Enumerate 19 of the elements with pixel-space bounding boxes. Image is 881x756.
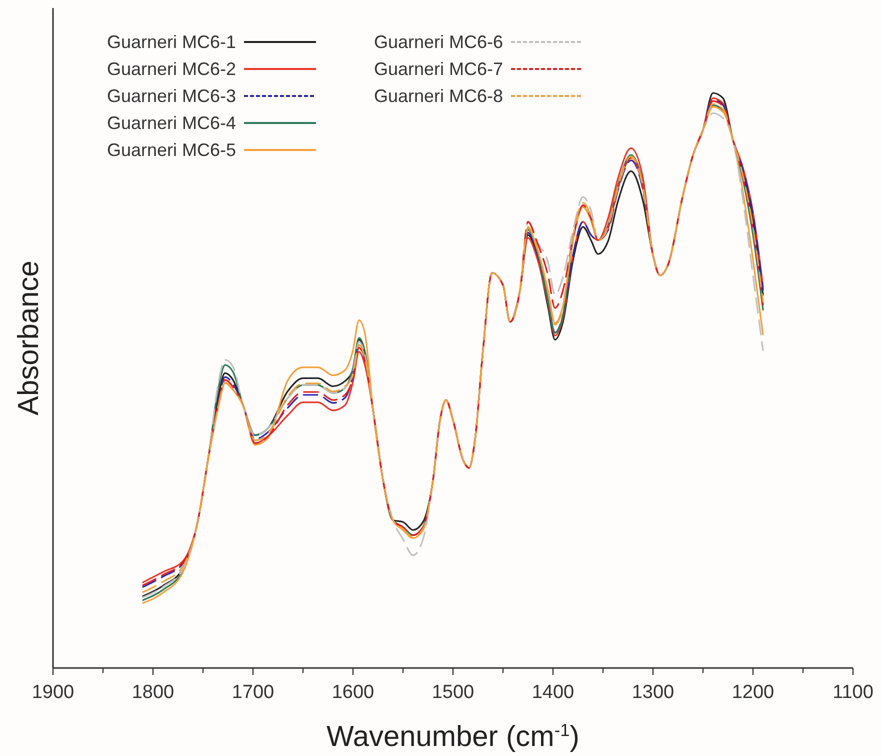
- x-tick-label: 1300: [632, 682, 674, 703]
- legend-label: Guarneri MC6-4: [106, 113, 236, 133]
- x-axis-title: Wavenumber (cm$^{-1}$): [326, 720, 580, 753]
- legend-label: Guarneri MC6-6: [374, 32, 503, 52]
- x-tick-label: 1800: [132, 682, 174, 703]
- x-tick-label: 1400: [532, 682, 574, 703]
- legend-label: Guarneri MC6-8: [374, 86, 503, 106]
- legend-label: Guarneri MC6-1: [106, 32, 236, 52]
- x-tick-label: 1900: [32, 682, 74, 703]
- legend-label: Guarneri MC6-3: [106, 86, 236, 106]
- y-axis-title: Absorbance: [13, 260, 45, 416]
- legend-label: Guarneri MC6-5: [106, 140, 236, 160]
- x-tick-label: 1700: [232, 682, 274, 703]
- legend-label: Guarneri MC6-2: [106, 59, 236, 79]
- x-tick-label: 1500: [432, 682, 474, 703]
- x-tick-label: 1100: [832, 682, 874, 703]
- x-tick-label: 1200: [732, 682, 774, 703]
- x-tick-label: 1600: [332, 682, 374, 703]
- legend-label: Guarneri MC6-7: [374, 59, 503, 79]
